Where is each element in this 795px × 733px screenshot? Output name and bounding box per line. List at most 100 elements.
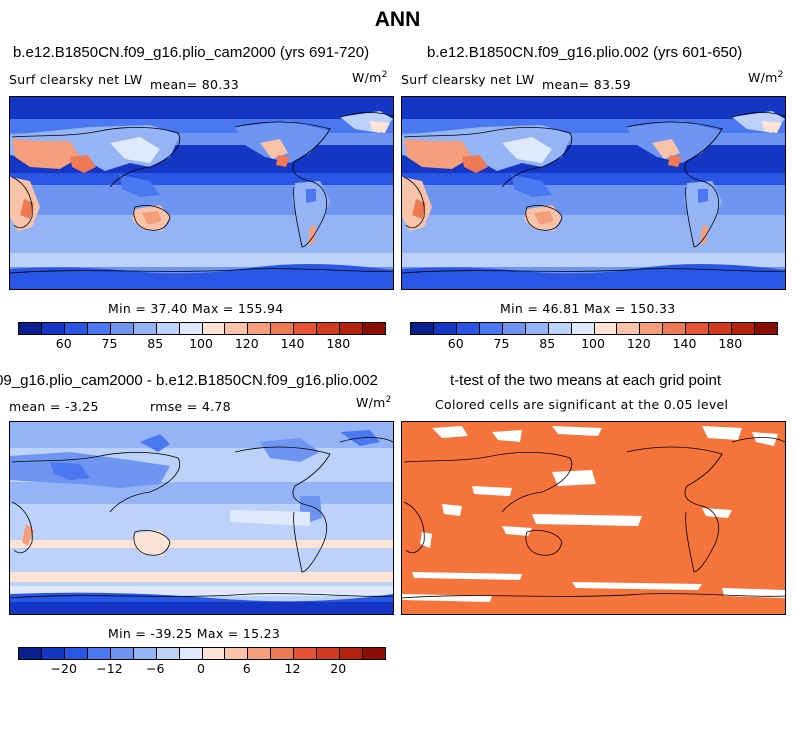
colorbar-swatch <box>340 648 364 659</box>
panel1-case-title: b.e12.B1850CN.f09_g16.plio_cam2000 (yrs … <box>13 44 370 61</box>
colorbar-tick-label: −6 <box>146 661 165 676</box>
colorbar-swatch <box>686 323 710 334</box>
panel2-units-text: W/m <box>748 70 778 86</box>
colorbar-swatch <box>317 648 341 659</box>
colorbar-swatch <box>663 323 687 334</box>
panel1-units-label: W/m2 <box>352 70 388 85</box>
colorbar-tick-label: 85 <box>539 336 556 351</box>
colorbar-swatch <box>179 323 203 334</box>
colorbar-swatch <box>19 648 42 659</box>
colorbar-tick-label: 140 <box>672 336 697 351</box>
panel3-map <box>9 421 394 615</box>
colorbar-swatch <box>363 648 385 659</box>
colorbar-tick-label: 60 <box>55 336 72 351</box>
colorbar-tick-label: 75 <box>493 336 510 351</box>
colorbar-swatch <box>617 323 641 334</box>
colorbar-swatch <box>525 323 549 334</box>
colorbar-tick-label: 12 <box>284 661 301 676</box>
colorbar-swatch <box>64 323 88 334</box>
colorbar-swatch <box>317 323 341 334</box>
colorbar-swatch <box>225 323 249 334</box>
colorbar-swatch <box>411 323 434 334</box>
colorbar-swatch <box>502 323 526 334</box>
main-title: ANN <box>374 8 421 31</box>
panel2-units-label: W/m2 <box>748 70 784 85</box>
panel1-units-text: W/m <box>352 70 382 86</box>
panel3-case-title: b.e12.B1850CN.f09_g16.plio_cam2000 - b.e… <box>0 372 378 389</box>
colorbar-tick-label: 100 <box>189 336 213 351</box>
colorbar-tick-label: −20 <box>50 661 77 676</box>
panel2-map <box>401 96 786 290</box>
colorbar-swatch <box>156 648 180 659</box>
panel3-mean-label: mean = -3.25 <box>9 399 99 414</box>
colorbar-swatch <box>548 323 572 334</box>
panel3-units-exponent: 2 <box>385 395 392 405</box>
colorbar-swatch <box>64 648 88 659</box>
colorbar-tick-label: −12 <box>96 661 123 676</box>
panel1-variable-label: Surf clearsky net LW <box>9 72 143 87</box>
colorbar-swatch <box>179 648 203 659</box>
colorbar-swatch <box>110 648 134 659</box>
colorbar-swatch <box>479 323 503 334</box>
colorbar-tick-label: 0 <box>197 661 205 676</box>
colorbar-swatch <box>110 323 134 334</box>
panel1-mean-label: mean= 80.33 <box>150 77 239 92</box>
panel2-mean-label: mean= 83.59 <box>542 77 631 92</box>
colorbar-swatch <box>294 648 318 659</box>
panel3-colorbar <box>18 647 386 660</box>
panel3-units-text: W/m <box>356 395 386 411</box>
colorbar-swatch <box>19 323 42 334</box>
colorbar-swatch <box>133 323 157 334</box>
colorbar-swatch <box>271 323 295 334</box>
colorbar-tick-label: 180 <box>718 336 743 351</box>
panel2-case-title: b.e12.B1850CN.f09_g16.plio.002 (yrs 601-… <box>427 44 743 61</box>
panel4-map <box>401 421 786 615</box>
colorbar-swatch <box>87 323 111 334</box>
colorbar-tick-label: 180 <box>326 336 351 351</box>
panel3-map-plot <box>10 422 393 614</box>
colorbar-swatch <box>709 323 733 334</box>
colorbar-swatch <box>640 323 664 334</box>
colorbar-tick-label: 100 <box>581 336 605 351</box>
panel3-minmax-label: Min = -39.25 Max = 15.23 <box>108 626 281 641</box>
colorbar-swatch <box>248 648 272 659</box>
colorbar-swatch <box>248 323 272 334</box>
panel4-case-title: t-test of the two means at each grid poi… <box>450 372 721 389</box>
panel3-title-clip: b.e12.B1850CN.f09_g16.plio_cam2000 - b.e… <box>0 370 450 392</box>
colorbar-tick-label: 85 <box>147 336 164 351</box>
colorbar-swatch <box>156 323 180 334</box>
colorbar-tick-label: 20 <box>330 661 347 676</box>
colorbar-swatch <box>87 648 111 659</box>
panel3-rmse-label: rmse = 4.78 <box>150 399 231 414</box>
colorbar-swatch <box>732 323 756 334</box>
panel1-units-exponent: 2 <box>381 70 388 80</box>
colorbar-swatch <box>594 323 618 334</box>
panel1-map <box>9 96 394 290</box>
panel1-minmax-label: Min = 37.40 Max = 155.94 <box>108 301 284 316</box>
colorbar-swatch <box>225 648 249 659</box>
colorbar-swatch <box>271 648 295 659</box>
panel1-colorbar <box>18 322 386 335</box>
panel2-map-plot <box>402 97 785 289</box>
panel4-map-plot <box>402 422 785 614</box>
panel2-colorbar <box>410 322 778 335</box>
colorbar-swatch <box>41 323 65 334</box>
panel2-minmax-label: Min = 46.81 Max = 150.33 <box>500 301 676 316</box>
panel2-variable-label: Surf clearsky net LW <box>401 72 535 87</box>
colorbar-swatch <box>202 323 226 334</box>
colorbar-tick-label: 140 <box>280 336 305 351</box>
colorbar-swatch <box>456 323 480 334</box>
panel1-map-plot <box>10 97 393 289</box>
colorbar-tick-label: 120 <box>234 336 259 351</box>
colorbar-swatch <box>294 323 318 334</box>
colorbar-tick-label: 120 <box>626 336 651 351</box>
colorbar-swatch <box>433 323 457 334</box>
panel4-note-label: Colored cells are significant at the 0.0… <box>435 397 729 412</box>
colorbar-swatch <box>363 323 385 334</box>
colorbar-swatch <box>755 323 777 334</box>
colorbar-tick-label: 60 <box>447 336 464 351</box>
colorbar-swatch <box>340 323 364 334</box>
colorbar-tick-label: 75 <box>101 336 118 351</box>
colorbar-swatch <box>41 648 65 659</box>
colorbar-tick-label: 6 <box>242 661 251 676</box>
